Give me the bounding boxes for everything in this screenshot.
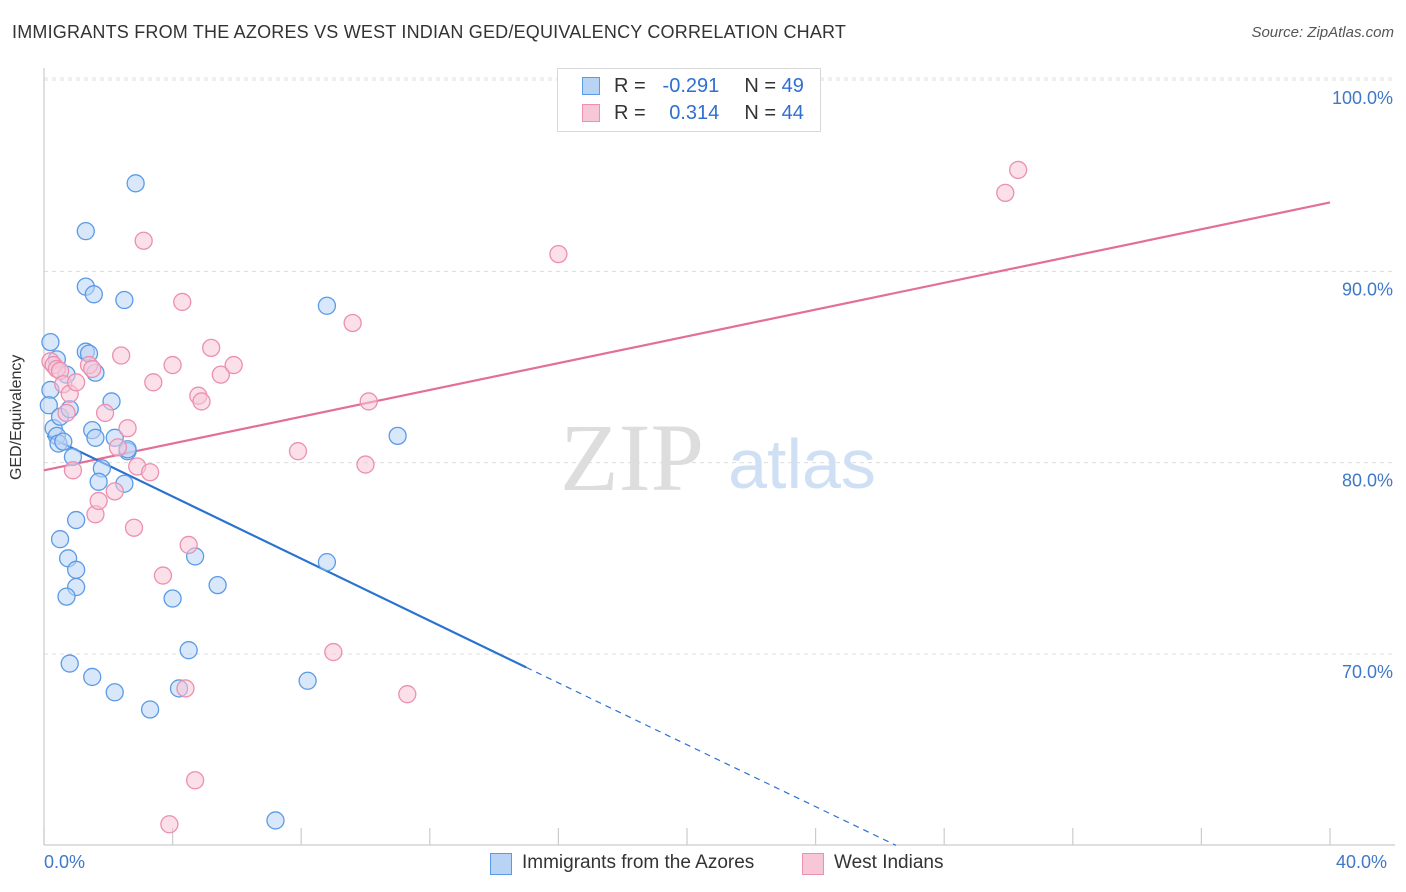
point-west-indians-36 [324,642,343,662]
point-west-indians-17 [118,419,137,438]
n-value-azores: 49 [781,75,804,97]
point-azores-33 [126,174,145,193]
point-west-indians-35 [288,442,308,461]
point-west-indians-16 [112,346,131,365]
point-azores-11 [67,510,86,530]
point-azores-44 [298,671,317,690]
y-tick-label-90: 90.0% [1342,279,1393,299]
point-west-indians-39 [359,392,378,411]
point-azores-14 [67,560,86,579]
trend-line-azores [46,434,527,669]
point-azores-36 [140,700,160,719]
point-azores-12 [50,530,70,549]
trend-lines [43,201,1331,846]
point-west-indians-29 [202,338,221,358]
point-west-indians-38 [356,455,375,474]
legend-label-west-indians: West Indians [834,852,944,873]
point-azores-39 [179,641,198,660]
point-azores-46 [388,426,407,446]
source-credit: Source: ZipAtlas.com [1251,24,1394,41]
point-west-indians-25 [173,292,192,312]
point-west-indians-43 [1008,160,1028,180]
y-tick-label-70: 70.0% [1342,662,1393,682]
watermark-zip: ZIP [560,404,704,511]
point-west-indians-8 [67,373,86,392]
point-west-indians-13 [95,403,115,423]
point-west-indians-21 [140,463,160,482]
point-azores-22 [86,428,105,447]
y-tick-label-80: 80.0% [1342,471,1393,491]
point-west-indians-33 [185,771,205,790]
point-west-indians-18 [124,518,144,537]
point-west-indians-5 [57,403,76,423]
point-azores-2 [39,396,58,415]
point-west-indians-22 [144,373,163,392]
legend-swatch-azores [490,853,512,875]
y-tick-labels: 70.0% 80.0% 90.0% 100.0% [1332,88,1393,682]
point-azores-37 [163,589,182,608]
point-azores-41 [208,575,227,595]
r-label: R = [614,102,646,124]
point-azores-24 [89,472,108,491]
y-tick-label-100: 100.0% [1332,88,1393,108]
point-azores-7 [54,432,73,451]
point-west-indians-41 [549,244,568,264]
n-label: N = [744,75,777,97]
legend-swatch-blue [582,77,600,95]
point-west-indians-40 [398,685,417,704]
legend-swatch-pink [582,104,600,122]
x-tick-label-max: 40.0% [1336,852,1388,872]
chart-title: IMMIGRANTS FROM THE AZORES VS WEST INDIA… [12,22,847,42]
stats-legend: R = -0.291 N = 49 R = 0.314 N = 44 [557,68,821,132]
point-west-indians-20 [134,231,153,250]
point-azores-31 [84,285,103,304]
point-west-indians-15 [108,438,128,457]
y-axis-label: GED/Equivalency [8,354,25,480]
data-points [39,160,1028,834]
x-tick-label-min: 0.0% [44,852,86,872]
point-azores-42 [317,296,337,315]
point-west-indians-37 [343,313,362,333]
point-west-indians-24 [163,355,182,375]
legend-swatch-west-indians [802,853,824,875]
point-azores-29 [76,222,95,241]
trend-line-azores-extension [525,666,897,846]
r-value-west-indians: 0.314 [669,102,720,124]
point-west-indians-34 [160,815,179,834]
point-west-indians-32 [176,679,195,698]
axes [43,68,1395,846]
point-west-indians-30 [211,365,230,384]
point-west-indians-23 [153,566,173,585]
point-west-indians-10 [83,359,102,379]
point-azores-0 [41,332,60,352]
r-value-azores: -0.291 [662,75,720,97]
gridlines [44,77,1395,655]
point-azores-17 [60,654,79,673]
trend-line-west-indians [43,201,1331,472]
point-west-indians-42 [996,183,1015,203]
point-west-indians-31 [224,355,243,375]
point-west-indians-14 [105,482,124,501]
series-legend: Immigrants from the Azores West Indians [0,850,1406,878]
point-west-indians-28 [192,392,211,411]
point-west-indians-12 [89,491,108,511]
point-west-indians-7 [63,461,83,480]
point-west-indians-26 [179,535,198,555]
point-azores-43 [317,553,337,572]
n-value-west-indians: 44 [781,102,804,124]
r-label: R = [614,75,646,97]
point-azores-32 [115,290,134,310]
point-azores-16 [57,587,76,606]
point-azores-45 [266,811,285,830]
watermark-atlas: atlas [728,425,876,503]
legend-label-azores: Immigrants from the Azores [522,852,755,873]
n-label: N = [744,102,777,124]
point-azores-35 [105,683,124,702]
watermark: ZIP atlas [560,404,876,511]
point-azores-34 [83,667,102,687]
